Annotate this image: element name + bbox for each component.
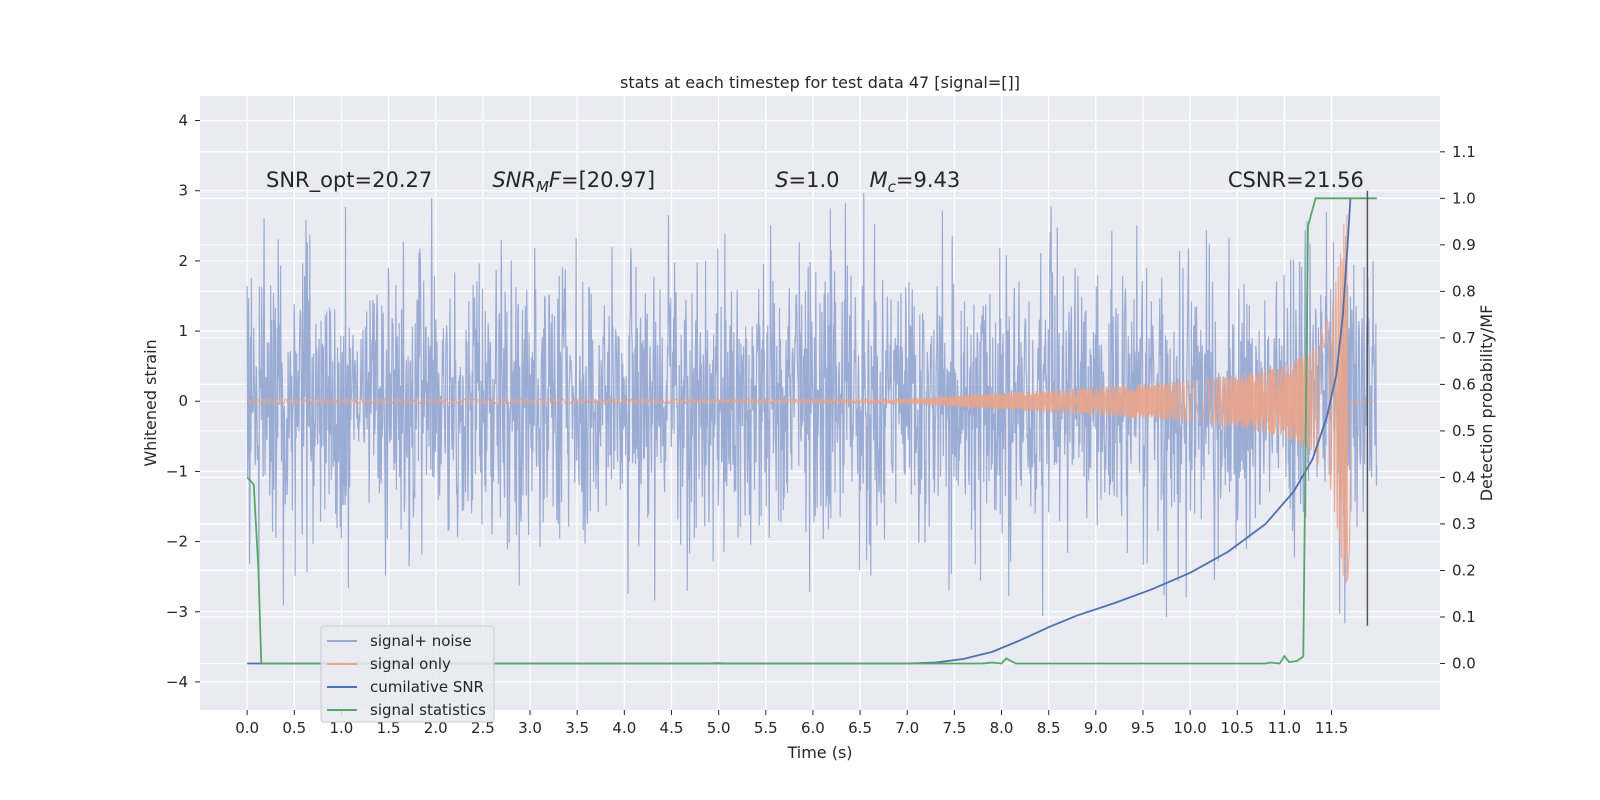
y-tick-label: −3 [166,603,188,621]
y2-tick-label: 1.0 [1452,189,1476,207]
y-tick-label: 2 [178,252,188,270]
legend-label-cumilative-snr: cumilative SNR [370,678,484,696]
y2-tick-label: 0.0 [1452,654,1476,672]
x-tick-label: 1.0 [330,719,354,737]
y2-tick-label: 0.7 [1452,329,1476,347]
y-tick-label: 4 [178,112,188,130]
x-tick-label: 6.0 [801,719,825,737]
x-tick-label: 9.5 [1131,719,1155,737]
x-tick-label: 7.0 [895,719,919,737]
y-tick-label: 0 [178,392,188,410]
x-tick-label: 5.0 [707,719,731,737]
x-tick-label: 10.0 [1173,719,1206,737]
x-tick-label: 8.5 [1037,719,1061,737]
legend-label-signal-noise: signal+ noise [370,632,472,650]
x-tick-label: 3.5 [565,719,589,737]
x-tick-label: 9.0 [1084,719,1108,737]
annotation-2: S=1.0 [775,168,839,192]
y-tick-label: 3 [178,182,188,200]
y2-tick-label: 0.3 [1452,515,1476,533]
x-tick-label: 2.5 [471,719,495,737]
x-axis-label: Time (s) [786,743,852,762]
x-tick-label: 11.0 [1268,719,1301,737]
annotation-4: CSNR=21.56 [1228,168,1364,192]
x-tick-label: 8.0 [990,719,1014,737]
x-tick-label: 0.5 [282,719,306,737]
y2-axis-label: Detection probability/MF [1477,305,1496,502]
x-tick-label: 10.5 [1221,719,1254,737]
x-tick-label: 2.0 [424,719,448,737]
y2-tick-label: 0.5 [1452,422,1476,440]
y2-tick-label: 0.6 [1452,375,1476,393]
x-tick-label: 7.5 [942,719,966,737]
x-tick-label: 0.0 [235,719,259,737]
y-tick-label: −2 [166,533,188,551]
y2-tick-label: 1.1 [1452,143,1476,161]
ticks: 0.0 0.5 1.0 1.5 2.0 2.5 3.0 3.5 4.0 4.5 5.0 5.5 6.0 6… [166,112,1476,737]
y2-tick-label: 0.2 [1452,561,1476,579]
x-tick-label: 11.5 [1315,719,1348,737]
y-tick-label: −4 [166,673,188,691]
chart-title: stats at each timestep for test data 47 … [620,73,1020,92]
y-axis-label: Whitened strain [141,339,160,466]
x-tick-label: 4.0 [612,719,636,737]
legend-frame [320,625,495,723]
legend-label-signal-statistics: signal statistics [370,701,486,719]
y2-tick-label: 0.9 [1452,236,1476,254]
x-tick-label: 1.5 [377,719,401,737]
signal-only-line [246,214,1377,584]
legend: signal+ noise signal only cumilative SNR si… [320,625,495,723]
annotations: SNR_opt=20.27 SNRMF=[20.97] S=1.0 Mc=9.43 CS… [266,168,1364,196]
annotation-3: Mc=9.43 [870,168,961,196]
x-tick-label: 5.5 [754,719,778,737]
y-tick-label: −1 [166,462,188,480]
y-tick-label: 1 [178,322,188,340]
x-tick-label: 6.5 [848,719,872,737]
legend-label-signal-only: signal only [370,655,451,673]
annotation-0: SNR_opt=20.27 [266,168,432,193]
signal-noise-line [246,193,1378,624]
x-tick-label: 3.0 [518,719,542,737]
y2-tick-label: 0.1 [1452,608,1476,626]
annotation-1: SNRMF=[20.97] [492,168,655,196]
y2-tick-label: 0.4 [1452,468,1476,486]
y2-tick-label: 0.8 [1452,282,1476,300]
x-tick-label: 4.5 [660,719,684,737]
cumilative-snr-line [247,198,1352,665]
